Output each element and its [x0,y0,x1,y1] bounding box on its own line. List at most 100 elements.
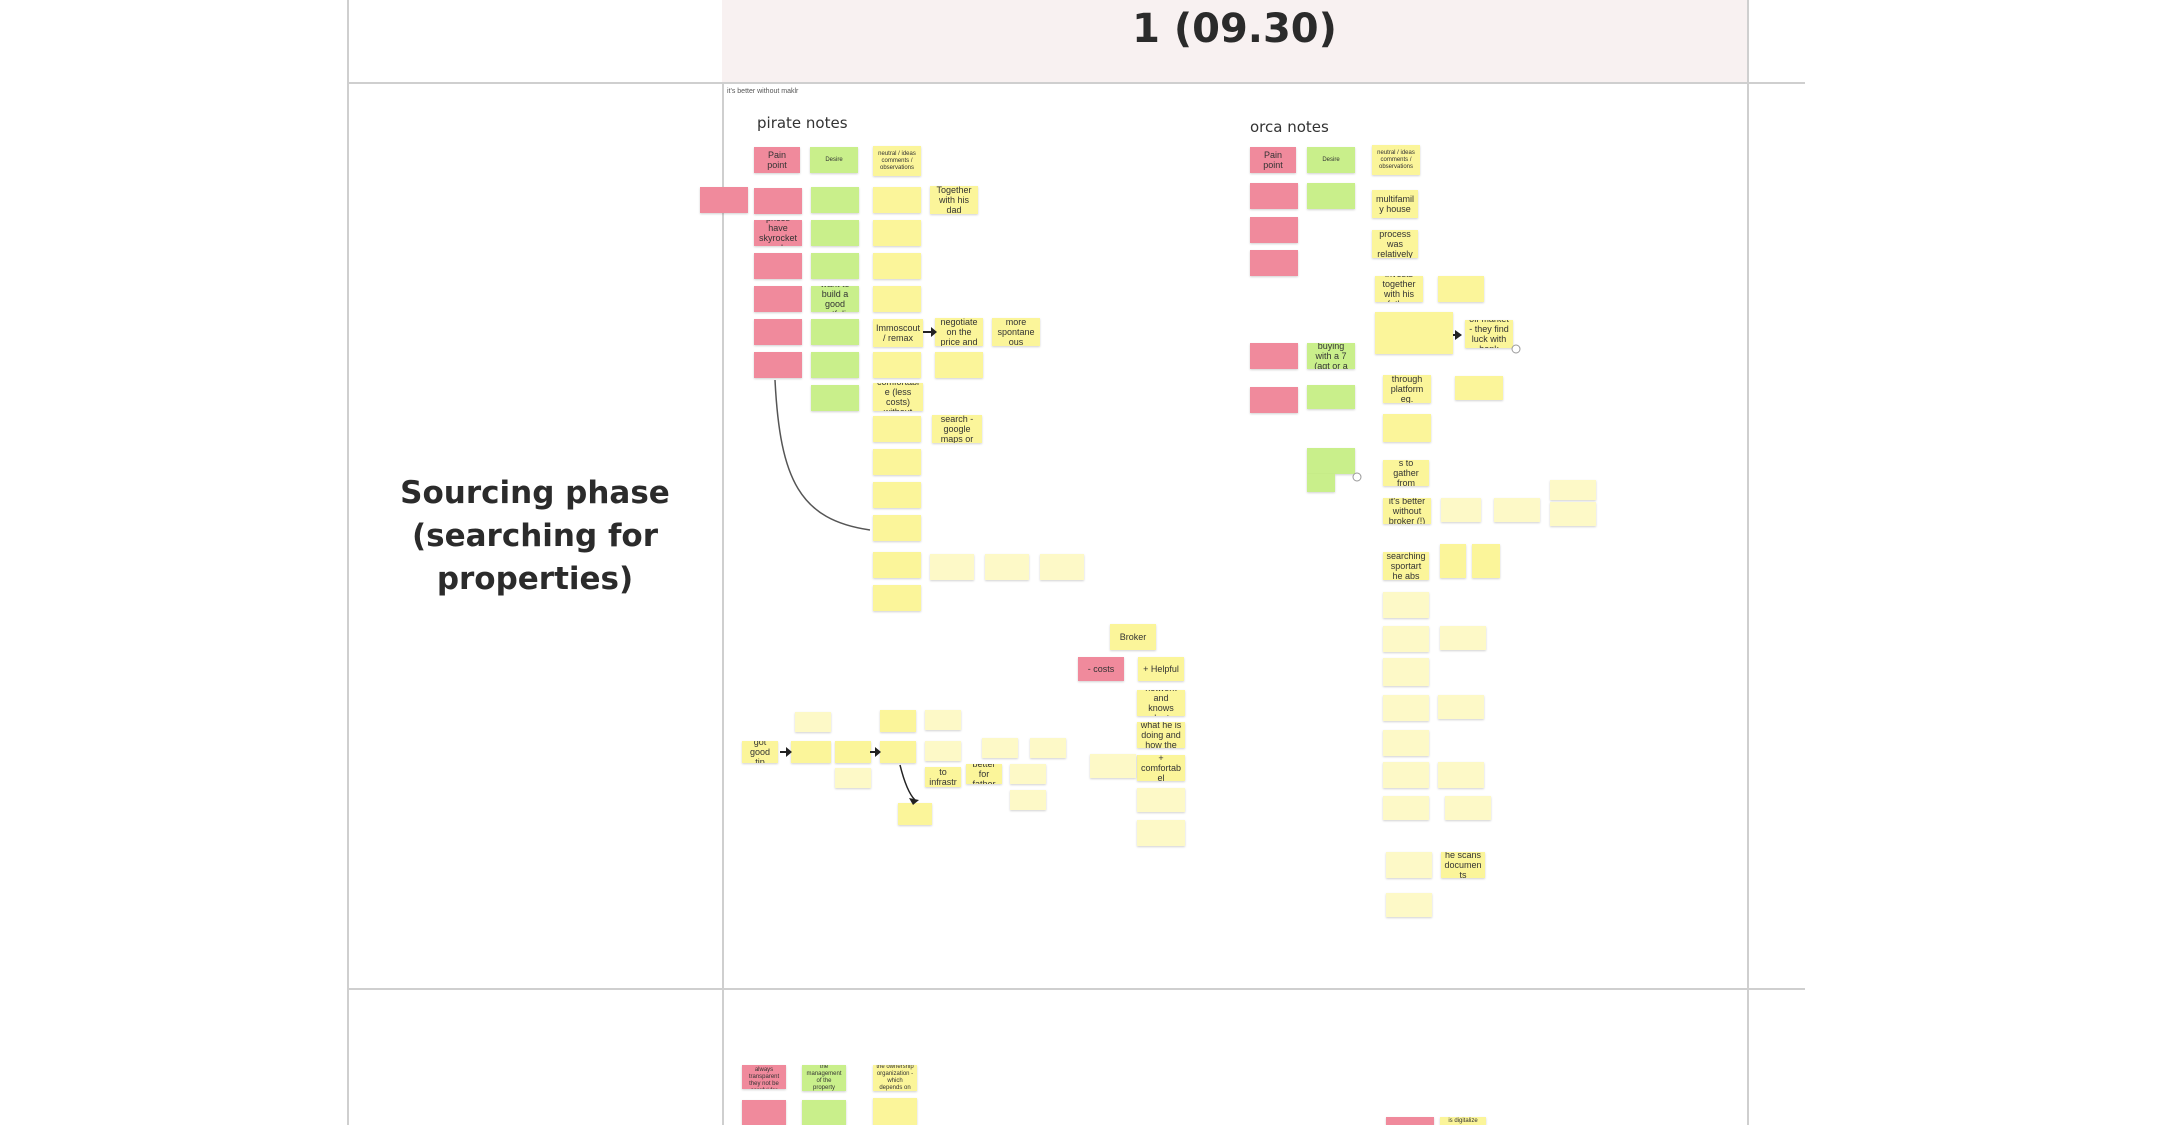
sticky-note[interactable]: Desire [1307,147,1355,173]
sticky-note[interactable]: neutral / ideas comments / observations [1372,145,1420,175]
sticky-note[interactable] [754,319,802,345]
sticky-note[interactable]: documents to gather from tenants [1383,460,1429,486]
sticky-note[interactable] [811,319,859,345]
sticky-note[interactable] [1010,764,1046,784]
sticky-note[interactable] [1307,448,1355,474]
sticky-note[interactable]: Broker [1110,624,1156,650]
sticky-note[interactable] [925,741,961,761]
sticky-note[interactable] [873,482,921,508]
sticky-note[interactable] [802,1100,846,1125]
sticky-note[interactable] [1010,790,1046,810]
sticky-note[interactable]: multifamily house [1372,190,1418,218]
sticky-note[interactable] [835,741,871,763]
sticky-note[interactable] [1386,852,1432,878]
sticky-note[interactable] [1386,1117,1434,1125]
sticky-note[interactable] [873,449,921,475]
sticky-note[interactable]: neutral / ideas comments / observations [873,146,921,176]
sticky-note[interactable] [1307,474,1335,492]
sticky-note[interactable]: got good tip [742,741,778,763]
sticky-note[interactable]: access to infrastructure [925,767,961,787]
sticky-note[interactable] [811,253,859,279]
sticky-note[interactable] [1383,592,1429,618]
sticky-note[interactable]: Wants to do the management of the proper… [802,1065,846,1091]
sticky-note[interactable] [1438,762,1484,788]
sticky-note[interactable] [1494,498,1540,522]
sticky-note[interactable] [754,253,802,279]
sticky-note[interactable] [754,286,802,312]
sticky-note[interactable]: invests together with his father [1375,276,1423,302]
sticky-note[interactable] [754,352,802,378]
sticky-note[interactable] [1030,738,1066,758]
sticky-note[interactable]: + Helpful [1138,657,1184,681]
sticky-note[interactable]: + he knows what he is doing and how the … [1137,722,1185,748]
sticky-note[interactable] [1438,276,1484,302]
sticky-note[interactable] [1438,695,1484,719]
sticky-note[interactable] [982,738,1018,758]
sticky-note[interactable]: The broker was not always transparent th… [742,1065,786,1089]
sticky-note[interactable] [795,712,831,732]
sticky-note[interactable] [873,552,921,578]
sticky-note[interactable]: Desire [810,147,858,173]
sticky-note[interactable] [1250,250,1298,276]
sticky-note[interactable] [1472,544,1500,578]
sticky-note[interactable]: Pain point [754,147,800,173]
sticky-note[interactable] [811,187,859,213]
sticky-note[interactable] [1383,658,1429,686]
sticky-note[interactable] [1550,480,1596,500]
sticky-note[interactable]: buying process was relatively easy ? [1372,230,1418,258]
sticky-note[interactable]: Pain point [1250,147,1296,173]
sticky-note[interactable] [1440,544,1466,578]
sticky-note[interactable] [1307,183,1355,209]
sticky-note[interactable]: No day, more spontaneous searches [992,318,1040,346]
sticky-note[interactable]: he scans documents [1441,852,1485,878]
sticky-note[interactable] [1386,893,1432,917]
sticky-note[interactable] [1383,796,1429,820]
sticky-note[interactable] [1445,796,1491,820]
pirate-notes-title[interactable]: pirate notes [757,114,848,132]
sticky-note[interactable]: + has a network and knows who to contact [1137,690,1185,716]
sticky-note[interactable] [873,187,921,213]
sticky-note[interactable]: Together with his dad [930,186,978,214]
sticky-note[interactable] [1455,376,1503,400]
sticky-note[interactable] [1090,754,1136,778]
sticky-note[interactable] [1307,385,1355,409]
sticky-note[interactable]: it's better without broker (!) [1383,498,1431,524]
sticky-note[interactable] [873,585,921,611]
sticky-note[interactable] [1383,626,1429,652]
sticky-note[interactable]: - costs [1078,657,1124,681]
sticky-note[interactable] [898,803,932,825]
sticky-note[interactable] [1383,695,1429,721]
row-label[interactable]: Sourcing phase (searching for properties) [350,472,720,601]
sticky-note[interactable]: process - searching through platform eg.… [1383,375,1431,403]
sticky-note[interactable] [880,741,916,763]
sticky-note[interactable] [873,515,921,541]
sticky-note[interactable] [930,554,974,580]
sticky-note[interactable]: searching sportart he abs [1383,552,1429,580]
sticky-note[interactable] [1383,762,1429,788]
sticky-note[interactable] [1040,554,1084,580]
sticky-note[interactable]: is digitalize [1440,1117,1486,1125]
sticky-note[interactable] [935,352,983,378]
sticky-note[interactable]: better for father [966,764,1002,784]
sticky-note[interactable] [925,710,961,730]
sticky-note[interactable]: off market - they find luck with bank [1465,320,1513,348]
sticky-note[interactable]: A contract is the ownership organization… [873,1065,917,1091]
sticky-note[interactable] [873,416,921,442]
sticky-note[interactable] [754,188,802,214]
sticky-note[interactable]: prices have skyrocketed [754,220,802,246]
sticky-note[interactable] [811,220,859,246]
sticky-note[interactable]: Immoscout / remax [873,319,923,347]
sticky-note[interactable] [1137,788,1185,812]
sticky-note[interactable] [873,352,921,378]
sticky-note[interactable] [1550,502,1596,526]
sticky-note[interactable] [1383,414,1431,442]
sticky-note[interactable]: Location search - google maps or drive t… [932,415,982,443]
sticky-note[interactable] [873,220,921,246]
sticky-note[interactable] [873,253,921,279]
sticky-note[interactable] [1375,312,1453,354]
sticky-note[interactable]: want to build a good portfolio [811,286,859,312]
orca-notes-title[interactable]: orca notes [1250,118,1329,136]
sticky-note[interactable] [1250,183,1298,209]
sticky-note[interactable] [880,710,916,732]
